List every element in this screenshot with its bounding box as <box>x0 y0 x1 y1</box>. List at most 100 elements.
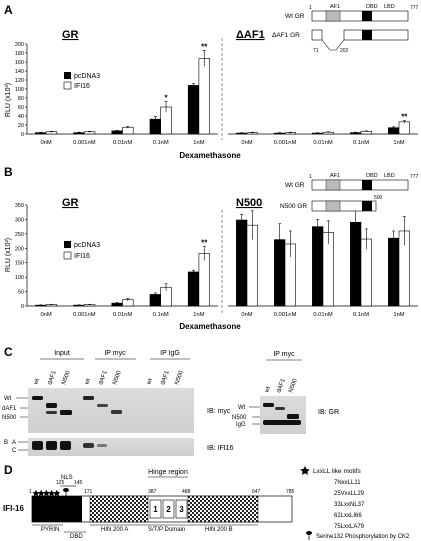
phospho-legend-icon <box>306 531 312 540</box>
panel-a-letter: A <box>4 3 13 17</box>
y-tick-label: 100 <box>15 87 24 93</box>
left-x-tick-label: 0nM <box>40 140 51 146</box>
diagram-b-af1: AF1 <box>330 173 340 179</box>
band-gr-daf1 <box>275 407 285 410</box>
panel-b-right-title: N500 <box>236 197 262 209</box>
left-x-tick-label: 1nM <box>193 140 204 146</box>
domain-pyrin-dbd-block <box>32 496 82 522</box>
right-x-tick-label: 0.1nM <box>353 140 369 146</box>
band-gr-igg <box>263 420 301 425</box>
diagram-a-start: 1 <box>309 5 312 11</box>
pos-488: 488 <box>182 489 191 495</box>
left-x-tick-label: 0nM <box>40 312 51 318</box>
diagram-b-mut-dbd <box>362 201 372 211</box>
right-x-tick-label: 0nM <box>241 312 252 318</box>
panel-a-left-title: GR <box>62 29 79 41</box>
panel-b-chart: 0 50 100 150 200 250 300 350 0nM 0.001nM 0.01nM 0.1… <box>15 203 418 318</box>
motif-stars <box>32 489 61 497</box>
lane-label: N500 <box>174 370 185 386</box>
pos-1: 1 <box>29 489 32 495</box>
header-ip-myc: IP myc <box>104 350 126 357</box>
left-bar-pcdna3 <box>111 130 123 135</box>
phospho-site-marker <box>63 488 69 498</box>
diagram-b-wt-label: Wt GR <box>285 182 305 189</box>
side-marker-n500: N500 <box>232 415 247 421</box>
phospho-legend-text: Serine132 Phosphorylation by CK2 <box>316 534 410 540</box>
side-lane-label: N500 <box>288 378 299 394</box>
diagram-a-mut-label: ΔAF1 GR <box>272 32 300 39</box>
panel-a-xlabel: Dexamethasone <box>179 151 241 160</box>
lane-label: wt <box>146 378 154 387</box>
band-gr-wt <box>263 403 274 407</box>
left-x-tick-label: 0.1nM <box>153 312 169 318</box>
repeat-1-label: 1 <box>153 505 158 514</box>
blot-ifi16-marker-b: B <box>4 440 8 446</box>
left-bar-pcdna3 <box>187 85 200 135</box>
y-tick-label: 200 <box>15 246 24 252</box>
diagram-b-trunc: 500 <box>374 195 383 201</box>
side-lane-labels: wt dAF1 N500 <box>264 378 299 395</box>
right-bar-pcdna3 <box>236 219 248 307</box>
legend-b-pcdna3-label: pcDNA3 <box>74 242 100 249</box>
left-bar-pcdna3 <box>187 271 200 307</box>
lane-label: N500 <box>112 370 123 386</box>
repeat-1 <box>149 499 162 519</box>
right-bar-pcdna3 <box>388 237 400 307</box>
motif-star-icon <box>53 489 61 497</box>
band-ifi-input-n500 <box>60 441 71 450</box>
motif-1: 7NxxLL11 <box>334 480 361 486</box>
lane-label: dAF1 <box>47 370 58 386</box>
left-x-tick-label: 0.001nM <box>73 140 96 146</box>
right-x-tick-label: 0.01nM <box>313 312 333 318</box>
right-x-tick-label: 0.01nM <box>313 140 333 146</box>
blot-ifi16-marker-c: C <box>12 448 17 454</box>
blot-gr-bands <box>263 403 301 425</box>
panel-a-diagram: Wt GR ΔAF1 GR 1 777 AF1 DBD LBD 71 202 <box>272 4 419 54</box>
blot-ifi16-bands <box>32 441 107 450</box>
domain-hin200b <box>187 495 259 523</box>
y-tick-label: 40 <box>18 114 24 120</box>
y-tick-label: 250 <box>15 232 24 238</box>
right-bar-ifi16 <box>398 121 410 135</box>
nls-label: NLS <box>61 475 73 481</box>
panel-a-right-title: ΔAF1 <box>236 29 265 41</box>
y-tick-label: 350 <box>15 203 24 209</box>
right-x-tick-label: 0nM <box>241 140 252 146</box>
repeat-3 <box>175 499 188 519</box>
panel-d-letter: D <box>4 463 13 477</box>
label-stp: S/T/P Domain <box>148 527 185 533</box>
label-hin-a: HIN 200 A <box>101 527 128 533</box>
protein-label: IFI-16 <box>3 504 24 513</box>
lane-label: dAF1 <box>160 370 171 386</box>
repeat-2-label: 2 <box>166 505 171 514</box>
band-ipmyc-daf1 <box>97 404 108 407</box>
diagram-a-dbd: DBD <box>366 4 378 10</box>
blot-myc-ib: IB: myc <box>207 408 231 415</box>
diagram-a-del-end: 202 <box>340 48 349 54</box>
legend-ifi16-swatch <box>63 81 72 90</box>
band-ipmyc-n500 <box>111 410 122 414</box>
motif-3: 33LxxNL37 <box>334 502 365 508</box>
band-ipmyc-wt <box>83 396 94 400</box>
diagram-b-mut-bar <box>311 200 377 212</box>
diagram-b-wt-af1 <box>325 179 341 191</box>
diagram-a-deletion <box>321 39 345 51</box>
lane-labels: wt dAF1 N500 wt dAF1 N500 wt dAF1 N500 <box>33 370 185 387</box>
left-x-tick-label: 0.001nM <box>73 312 96 318</box>
label-pyrin: PYRIN <box>41 527 59 533</box>
panel-b-legend: pcDNA3 IFI16 <box>63 241 100 260</box>
y-tick-label: 120 <box>15 78 24 84</box>
phospho-legend-head <box>306 531 312 535</box>
blot-myc-arrows <box>16 397 28 418</box>
diagram-a-lbd: LBD <box>384 4 395 10</box>
blot-myc <box>28 388 194 433</box>
left-significance: * <box>164 94 168 103</box>
y-tick-label: 60 <box>18 105 24 111</box>
panel-b-ylabel: RLU (x10³) <box>5 238 12 272</box>
pos-171: 171 <box>84 489 93 495</box>
y-tick-label: 150 <box>15 261 24 267</box>
diagram-b-wt-bar <box>311 179 409 191</box>
left-bar-ifi16 <box>122 126 134 135</box>
lane-label: wt <box>84 378 92 387</box>
y-tick-label: 20 <box>18 123 24 129</box>
